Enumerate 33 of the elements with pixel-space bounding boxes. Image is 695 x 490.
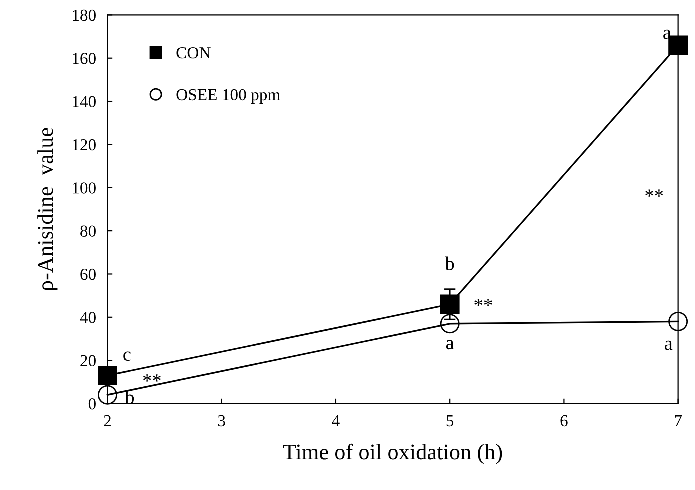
- annotation: **: [474, 299, 492, 306]
- y-tick-label: 60: [80, 268, 96, 280]
- annotation: b: [445, 256, 454, 270]
- point: [668, 312, 688, 332]
- point: [98, 385, 118, 405]
- point: [98, 366, 118, 386]
- y-tick-label: 120: [73, 139, 96, 151]
- x-tick-label: 3: [218, 415, 226, 427]
- y-tick-label: 0: [88, 398, 96, 410]
- x-axis-title: Time of oil oxidation (h): [283, 444, 502, 464]
- x-tick-label: 6: [560, 415, 568, 427]
- x-tick-label: 5: [446, 416, 454, 427]
- y-tick-label: 40: [80, 312, 96, 324]
- point: [440, 294, 460, 314]
- annotation: c: [124, 352, 131, 362]
- y-axis-title: ρ-Anisidine value: [38, 128, 58, 290]
- y-tick-label: 80: [80, 226, 96, 238]
- annotation: a: [446, 340, 454, 350]
- y-tick-label: 100: [73, 182, 96, 194]
- point: [668, 36, 688, 56]
- annotation: a: [664, 340, 673, 350]
- x-tick-label: 4: [332, 415, 340, 426]
- y-tick-label: 140: [73, 96, 96, 108]
- y-tick-label: 20: [80, 355, 96, 367]
- x-tick-label: 7: [675, 416, 682, 426]
- annotation: **: [646, 190, 664, 197]
- y-tick-label: 180: [73, 10, 96, 22]
- y-tick-label: 160: [73, 53, 96, 64]
- annotation: **: [143, 374, 161, 382]
- x-tick-label: 2: [104, 415, 111, 426]
- legend-label: OSEE 100 ppm: [176, 89, 280, 104]
- point: [440, 314, 460, 334]
- legend-label: CON: [176, 47, 211, 59]
